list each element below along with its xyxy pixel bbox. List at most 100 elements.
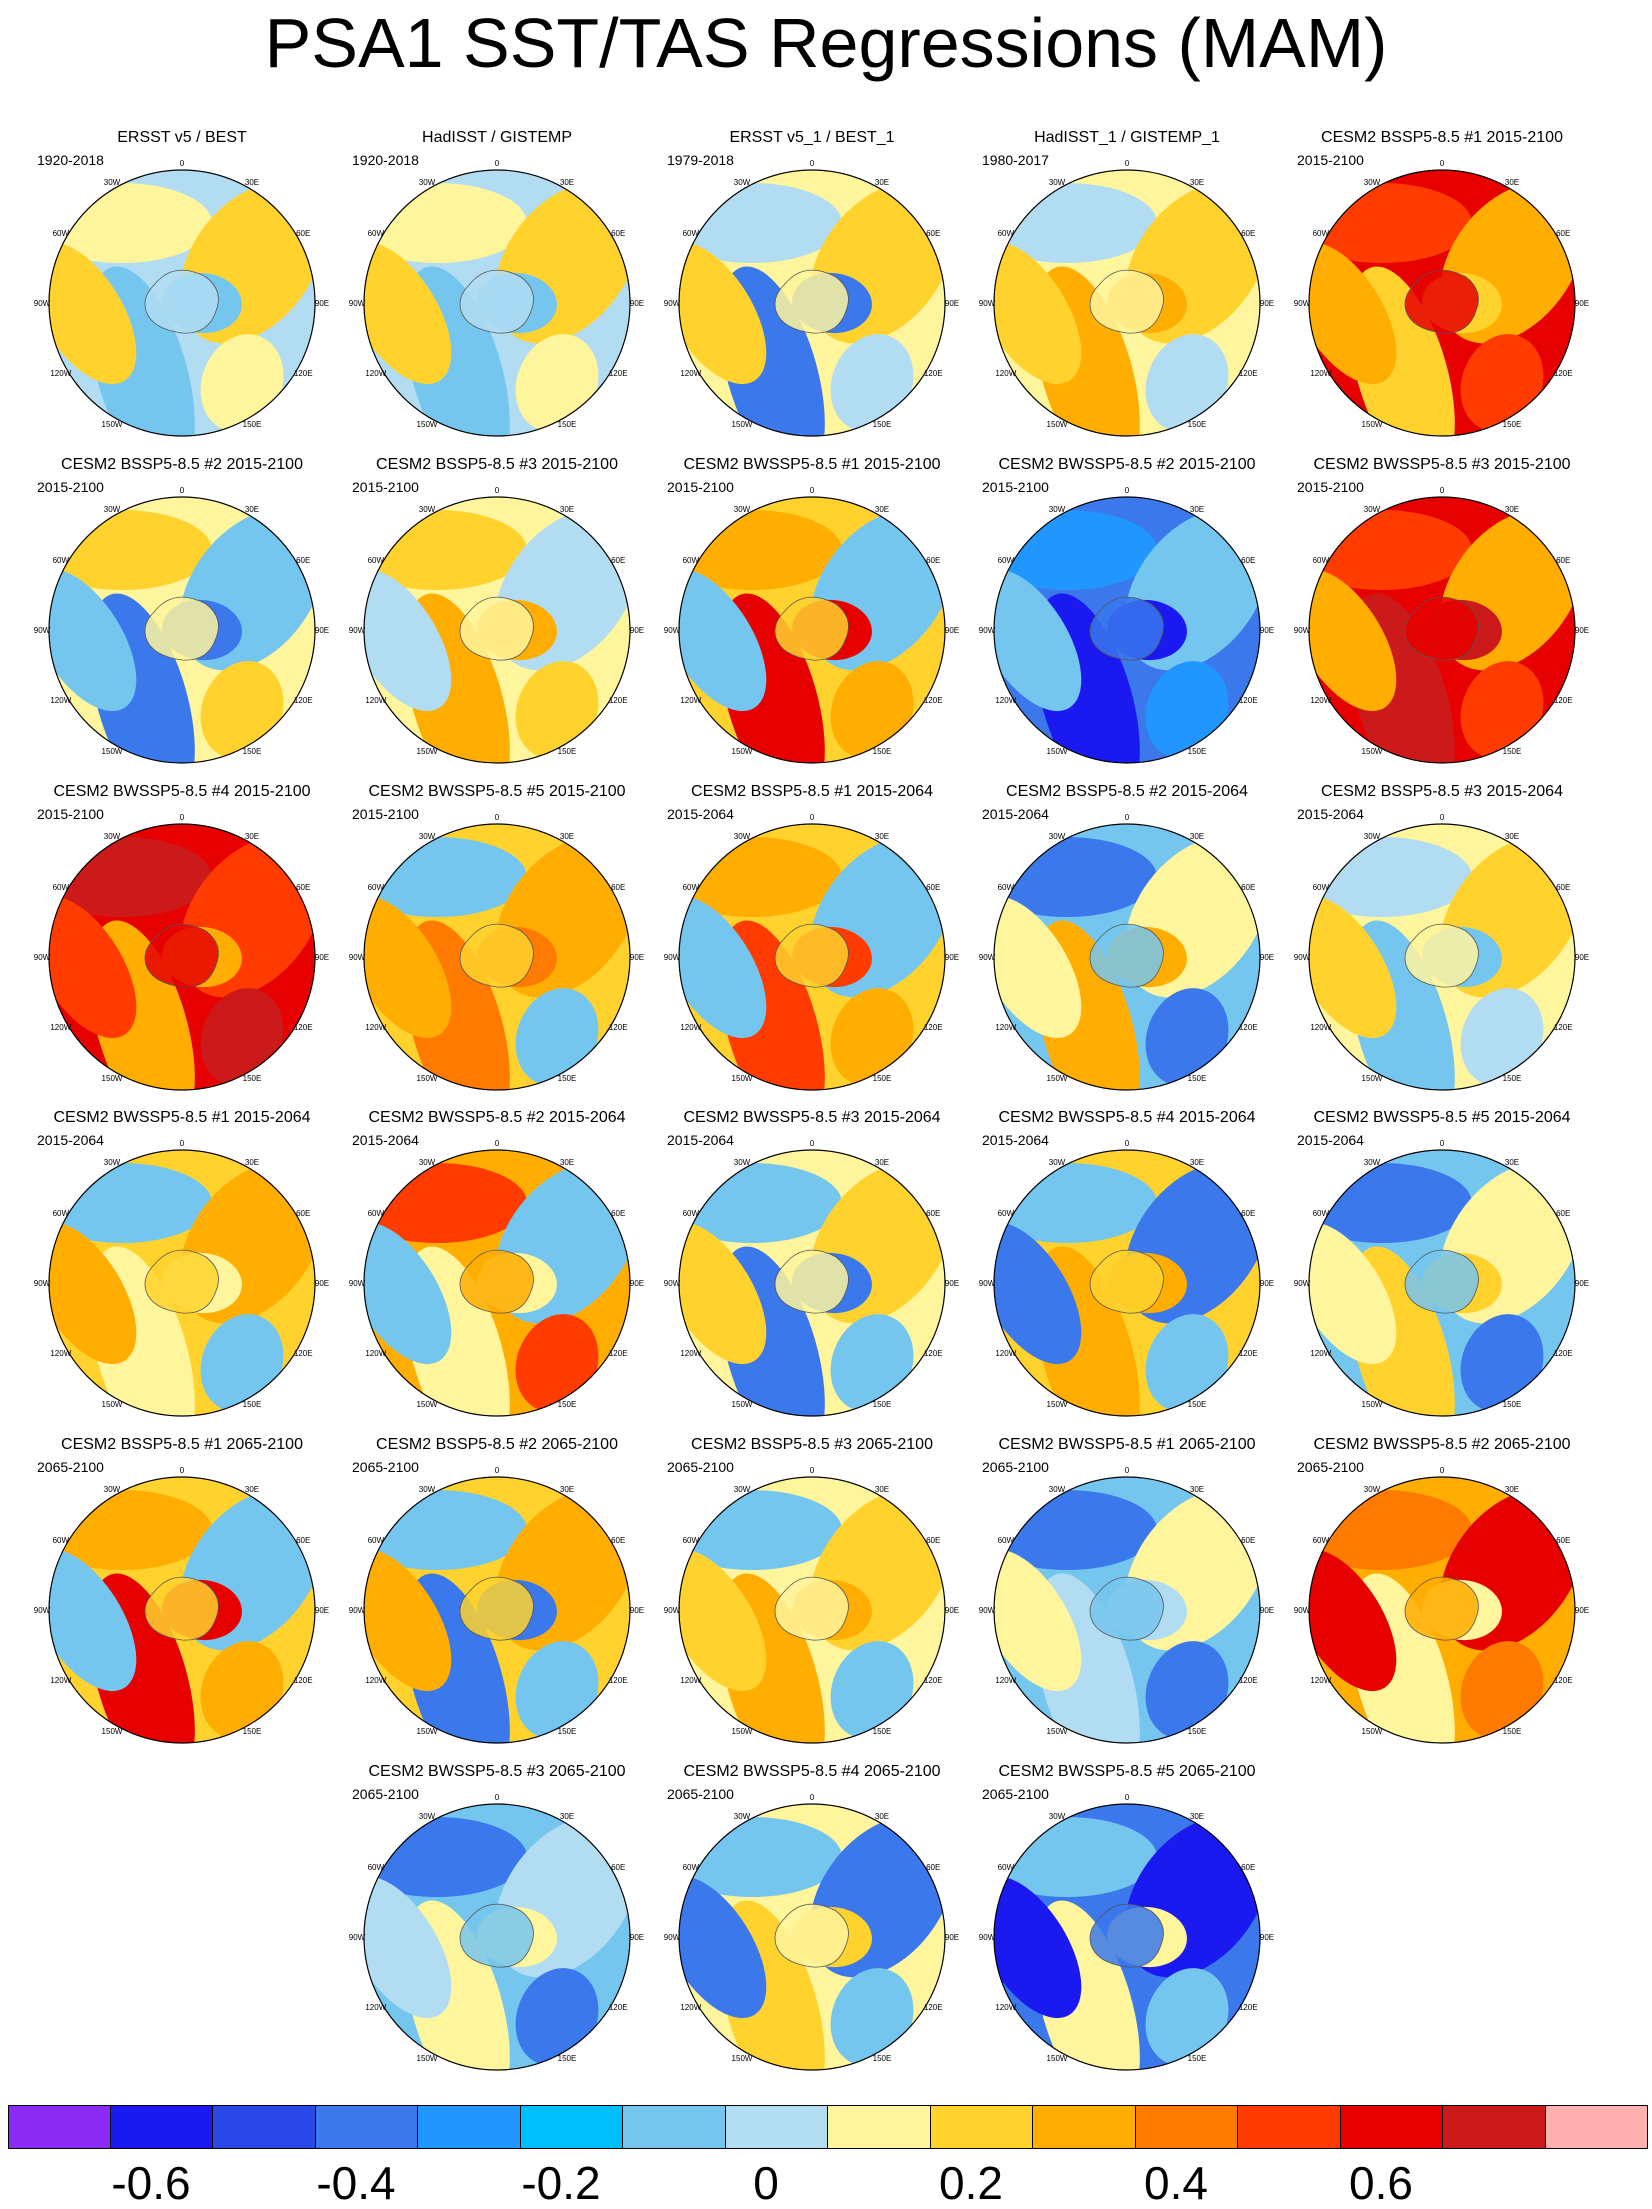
map-border (363, 1803, 631, 2071)
longitude-label: 0 (180, 1139, 185, 1148)
colorbar-tick-label: 0.4 (1144, 2157, 1208, 2209)
antarctica-coastline (1089, 923, 1164, 988)
longitude-label: 30E (245, 832, 259, 841)
antarctica-coastline (1404, 1576, 1479, 1641)
longitude-label: 90W (1294, 953, 1311, 962)
panel-period: 2015-2100 (1297, 152, 1364, 168)
field-contour (1460, 1641, 1544, 1739)
longitude-label: 30E (1505, 505, 1519, 514)
longitude-label: 30E (560, 1485, 574, 1494)
longitude-label: 0 (810, 1466, 815, 1475)
longitude-label: 30W (734, 1158, 751, 1167)
longitude-label: 60E (611, 1863, 625, 1872)
longitude-label: 120W (1310, 1023, 1331, 1032)
longitude-label: 120E (1554, 369, 1573, 378)
panel-title: CESM2 BSSP5-8.5 #1 2065-2100 (61, 1436, 303, 1453)
longitude-label: 120E (609, 1023, 628, 1032)
longitude-label: 150W (732, 1074, 753, 1083)
panel-period: 2015-2064 (1297, 1132, 1364, 1148)
field-contour (1145, 661, 1229, 759)
longitude-label: 30E (560, 832, 574, 841)
panel-title: CESM2 BSSP5-8.5 #3 2015-2100 (376, 456, 618, 473)
polar-map: 030E60E90E120E150E180150W120W90W60W30W (34, 1139, 329, 1417)
longitude-label: 150E (558, 2054, 577, 2063)
longitude-label: 90E (315, 1279, 329, 1288)
field-contour (364, 1875, 452, 2019)
map-panel: CESM2 BSSP5-8.5 #2 2015-2100 2015-2100 0 30… (32, 455, 332, 765)
longitude-label: 0 (1125, 486, 1130, 495)
longitude-label: 60E (1556, 1536, 1570, 1545)
longitude-label: 0 (810, 1139, 815, 1148)
panel-period: 2065-2100 (667, 1786, 734, 1802)
map-border (993, 823, 1261, 1091)
longitude-label: 120W (365, 1676, 386, 1685)
longitude-label: 120E (1239, 696, 1258, 705)
map-panel: HadISST / GISTEMP 1920-2018 0 30E 60E 90E 120E… (347, 128, 647, 438)
longitude-label: 150E (873, 2054, 892, 2063)
field-contour (515, 661, 599, 759)
longitude-label: 120E (1554, 1349, 1573, 1358)
longitude-label: 90E (315, 1606, 329, 1615)
polar-map: 030E60E90E120E150E180150W120W90W60W30W (349, 1139, 644, 1417)
longitude-label: 90E (315, 626, 329, 635)
colorbar-swatch (930, 2105, 1033, 2149)
longitude-label: 120W (995, 1676, 1016, 1685)
field-contour (364, 241, 452, 385)
map-panel: CESM2 BWSSP5-8.5 #5 2015-2064 2015-2064 0 3… (1292, 1108, 1592, 1418)
map-border (1308, 1476, 1576, 1744)
longitude-label: 150E (558, 747, 577, 756)
longitude-label: 30E (560, 178, 574, 187)
map-border (1308, 496, 1576, 764)
longitude-label: 120E (609, 1349, 628, 1358)
field-contour (200, 988, 284, 1086)
panel-period: 2015-2064 (37, 1132, 104, 1148)
map-panel: CESM2 BWSSP5-8.5 #4 2065-2100 2065-2100 0 3… (662, 1762, 962, 2072)
longitude-label: 30E (245, 178, 259, 187)
longitude-label: 0 (1440, 1139, 1445, 1148)
longitude-label: 0 (810, 1793, 815, 1802)
longitude-label: 60W (683, 556, 700, 565)
longitude-label: 150E (243, 1074, 262, 1083)
longitude-label: 150W (732, 747, 753, 756)
longitude-label: 150W (417, 747, 438, 756)
panel-title: CESM2 BWSSP5-8.5 #5 2015-2100 (368, 783, 626, 800)
longitude-label: 120E (609, 2003, 628, 2012)
field-contour (1145, 334, 1229, 432)
panel-period: 1920-2018 (37, 152, 104, 168)
antarctica-coastline (774, 596, 849, 661)
longitude-label: 90W (34, 1606, 51, 1615)
polar-map: 030E60E90E120E150E180150W120W90W60W30W (979, 1793, 1274, 2071)
field-contour (364, 1221, 452, 1365)
map-panel: CESM2 BWSSP5-8.5 #2 2015-2064 2015-2064 0 3… (347, 1108, 647, 1418)
longitude-label: 30E (245, 1158, 259, 1167)
longitude-label: 150W (1362, 1400, 1383, 1409)
longitude-label: 90W (979, 299, 996, 308)
longitude-label: 60E (926, 229, 940, 238)
longitude-label: 90W (664, 1279, 681, 1288)
longitude-label: 30W (1364, 178, 1381, 187)
longitude-label: 60E (1241, 883, 1255, 892)
field-contour (364, 568, 452, 712)
longitude-label: 150W (732, 2054, 753, 2063)
longitude-label: 0 (180, 159, 185, 168)
longitude-label: 30W (1049, 505, 1066, 514)
longitude-label: 60E (296, 229, 310, 238)
longitude-label: 60E (926, 1536, 940, 1545)
longitude-label: 0 (1440, 486, 1445, 495)
panel-period: 2015-2064 (1297, 806, 1364, 822)
field-contour (1309, 241, 1397, 385)
panel-period: 1920-2018 (352, 152, 419, 168)
longitude-label: 120W (995, 369, 1016, 378)
colorbar-swatch (828, 2105, 931, 2149)
map-border (678, 1149, 946, 1417)
longitude-label: 60E (611, 1536, 625, 1545)
field-contour (830, 988, 914, 1086)
colorbar-swatch (213, 2105, 316, 2149)
longitude-label: 60E (611, 883, 625, 892)
field-contour (830, 1641, 914, 1739)
longitude-label: 30E (1505, 832, 1519, 841)
map-border (363, 1476, 631, 1744)
map-border (48, 1476, 316, 1744)
polar-map: 030E60E90E120E150E180150W120W90W60W30W (979, 159, 1274, 437)
field-contour (1460, 988, 1544, 1086)
